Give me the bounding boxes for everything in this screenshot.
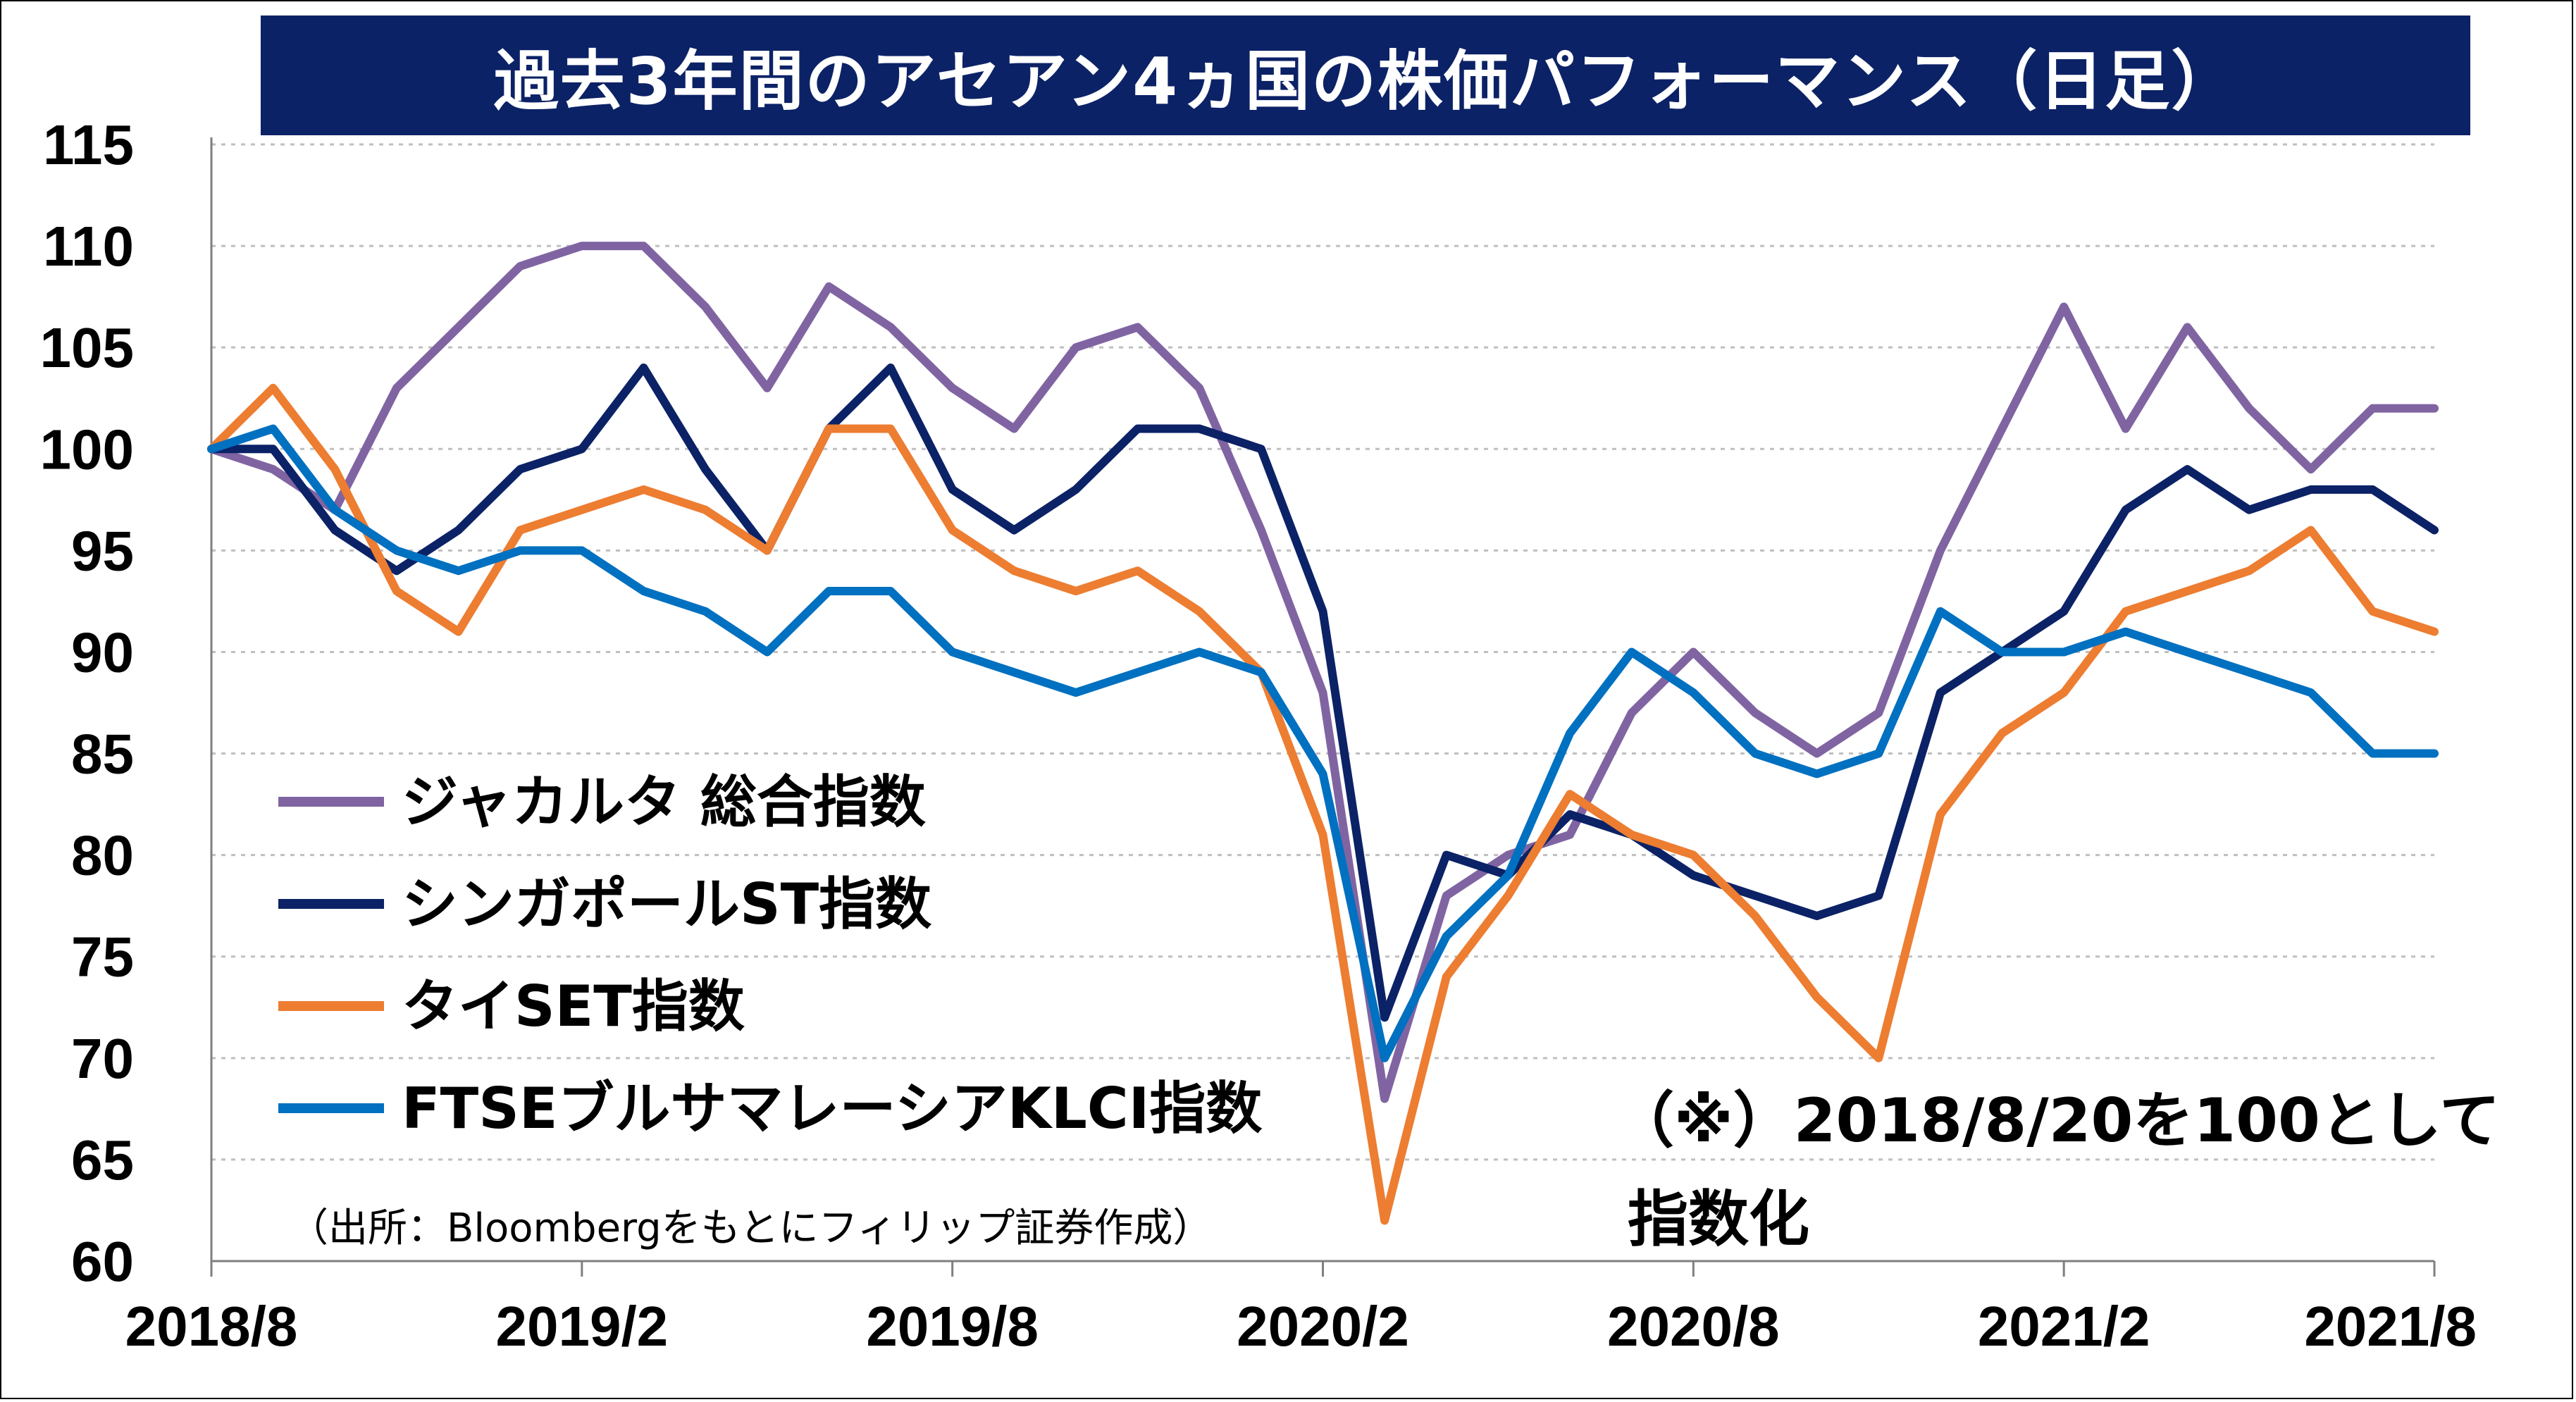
- y-tick-label: 65: [71, 1129, 134, 1191]
- legend-label: ジャカルタ 総合指数: [402, 769, 926, 835]
- x-tick-label: 2018/8: [125, 1295, 298, 1358]
- x-tick-labels: 2018/8 2019/2 2019/8 2020/2 2020/8 2021/2 2021…: [125, 1295, 2477, 1358]
- y-tick-label: 95: [71, 519, 134, 582]
- x-tick-label: 2021/2: [1978, 1295, 2150, 1358]
- legend-label: シンガポールST指数: [402, 871, 931, 937]
- y-tick-label: 90: [71, 621, 134, 683]
- x-tick-label: 2019/2: [495, 1295, 668, 1358]
- x-tick-label: 2020/8: [1607, 1295, 1780, 1358]
- y-tick-label: 60: [71, 1230, 134, 1293]
- series-line-2: [207, 383, 2439, 1225]
- y-tick-label: 100: [40, 418, 134, 480]
- index-note-line2: 指数化: [1628, 1184, 1809, 1255]
- y-tick-labels: 115 110 105 100 95 90 85 80 75 70 65 60: [40, 113, 134, 1293]
- y-tick-label: 115: [43, 113, 134, 176]
- y-tick-label: 80: [71, 824, 134, 887]
- legend-label: FTSEブルサマレーシアKLCI指数: [402, 1076, 1262, 1141]
- y-tick-label: 70: [71, 1027, 134, 1090]
- axes: [210, 137, 2436, 1277]
- y-tick-label: 110: [43, 215, 134, 278]
- series-line-3: [207, 424, 2439, 1062]
- chart-title: 過去3年間のアセアン4ヵ国の株価パフォーマンス（日足）: [261, 15, 2470, 135]
- index-note-line1: （※）2018/8/20を100として: [1614, 1086, 2501, 1156]
- y-tick-label: 105: [40, 316, 134, 379]
- legend-label: タイSET指数: [402, 974, 745, 1039]
- y-tick-label: 85: [71, 723, 134, 786]
- series-line-0: [207, 242, 2439, 1103]
- x-tick-label: 2019/8: [866, 1295, 1039, 1358]
- series-lines: [207, 242, 2439, 1225]
- series-line-1: [207, 364, 2439, 1022]
- x-tick-label: 2020/2: [1237, 1295, 1409, 1358]
- y-tick-label: 75: [71, 926, 134, 988]
- source-note: （出所：Bloombergをもとにフィリップ証券作成）: [289, 1205, 1213, 1251]
- x-tick-label: 2021/8: [2304, 1295, 2477, 1358]
